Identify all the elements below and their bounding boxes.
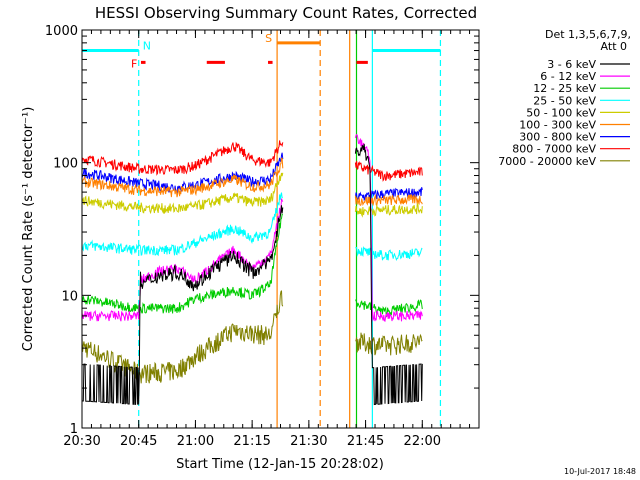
chart-title: HESSI Observing Summary Count Rates, Cor… bbox=[95, 4, 477, 22]
flag-label: N bbox=[143, 40, 151, 53]
x-axis-label: Start Time (12-Jan-15 20:28:02) bbox=[176, 457, 384, 472]
series-line bbox=[354, 193, 423, 207]
legend-label: 100 - 300 keV bbox=[519, 119, 596, 132]
series-line bbox=[82, 140, 284, 176]
flag-label: S bbox=[265, 32, 272, 45]
vertical-markers bbox=[138, 30, 442, 428]
series-line bbox=[354, 133, 423, 322]
legend-label: 300 - 800 keV bbox=[519, 131, 596, 144]
series-line bbox=[355, 298, 423, 318]
series-line bbox=[355, 246, 423, 262]
series-line bbox=[355, 332, 423, 356]
flag-label: F bbox=[131, 57, 137, 70]
y-tick-label: 10 bbox=[61, 289, 78, 304]
x-tick-label: 20:45 bbox=[120, 434, 157, 449]
x-tick-label: 21:15 bbox=[233, 434, 270, 449]
y-tick-label: 1 bbox=[70, 422, 78, 437]
legend-label: 6 - 12 keV bbox=[540, 70, 596, 83]
y-tick-label: 100 bbox=[53, 157, 78, 172]
timestamp-footer: 10-Jul-2017 18:48 bbox=[564, 467, 636, 476]
series-line bbox=[354, 143, 423, 406]
y-tick-label: 1000 bbox=[45, 24, 78, 39]
legend-label: 25 - 50 keV bbox=[533, 94, 596, 107]
legend-attenuator: Att 0 bbox=[601, 40, 627, 53]
series-line bbox=[82, 192, 283, 257]
legend-label: 12 - 25 keV bbox=[533, 82, 596, 95]
x-tick-label: 20:30 bbox=[63, 434, 100, 449]
legend-label: 800 - 7000 keV bbox=[512, 143, 596, 156]
flags-layer: NF S bbox=[82, 32, 441, 70]
y-axis-label: Corrected Count Rate (s⁻¹ detector⁻¹) bbox=[21, 107, 36, 352]
series-line bbox=[354, 202, 423, 218]
series-line bbox=[82, 172, 284, 215]
legend-label: 7000 - 20000 keV bbox=[498, 155, 596, 168]
series-line bbox=[354, 160, 423, 182]
legend-label: 50 - 100 keV bbox=[526, 106, 596, 119]
y-axis: 1 10 100 1000 bbox=[45, 24, 479, 437]
series-line bbox=[82, 205, 284, 405]
x-axis: 20:30 20:45 21:00 21:15 21:30 21:45 22:00 bbox=[63, 30, 480, 449]
x-tick-label: 22:00 bbox=[404, 434, 441, 449]
legend-label: 3 - 6 keV bbox=[547, 58, 596, 71]
series-line bbox=[82, 157, 284, 198]
series-layer bbox=[82, 133, 423, 406]
x-tick-label: 21:45 bbox=[347, 434, 384, 449]
x-tick-label: 21:30 bbox=[290, 434, 327, 449]
legend-detectors: Det 1,3,5,6,7,9, bbox=[545, 28, 631, 41]
series-line bbox=[82, 213, 284, 314]
x-tick-label: 21:00 bbox=[177, 434, 214, 449]
